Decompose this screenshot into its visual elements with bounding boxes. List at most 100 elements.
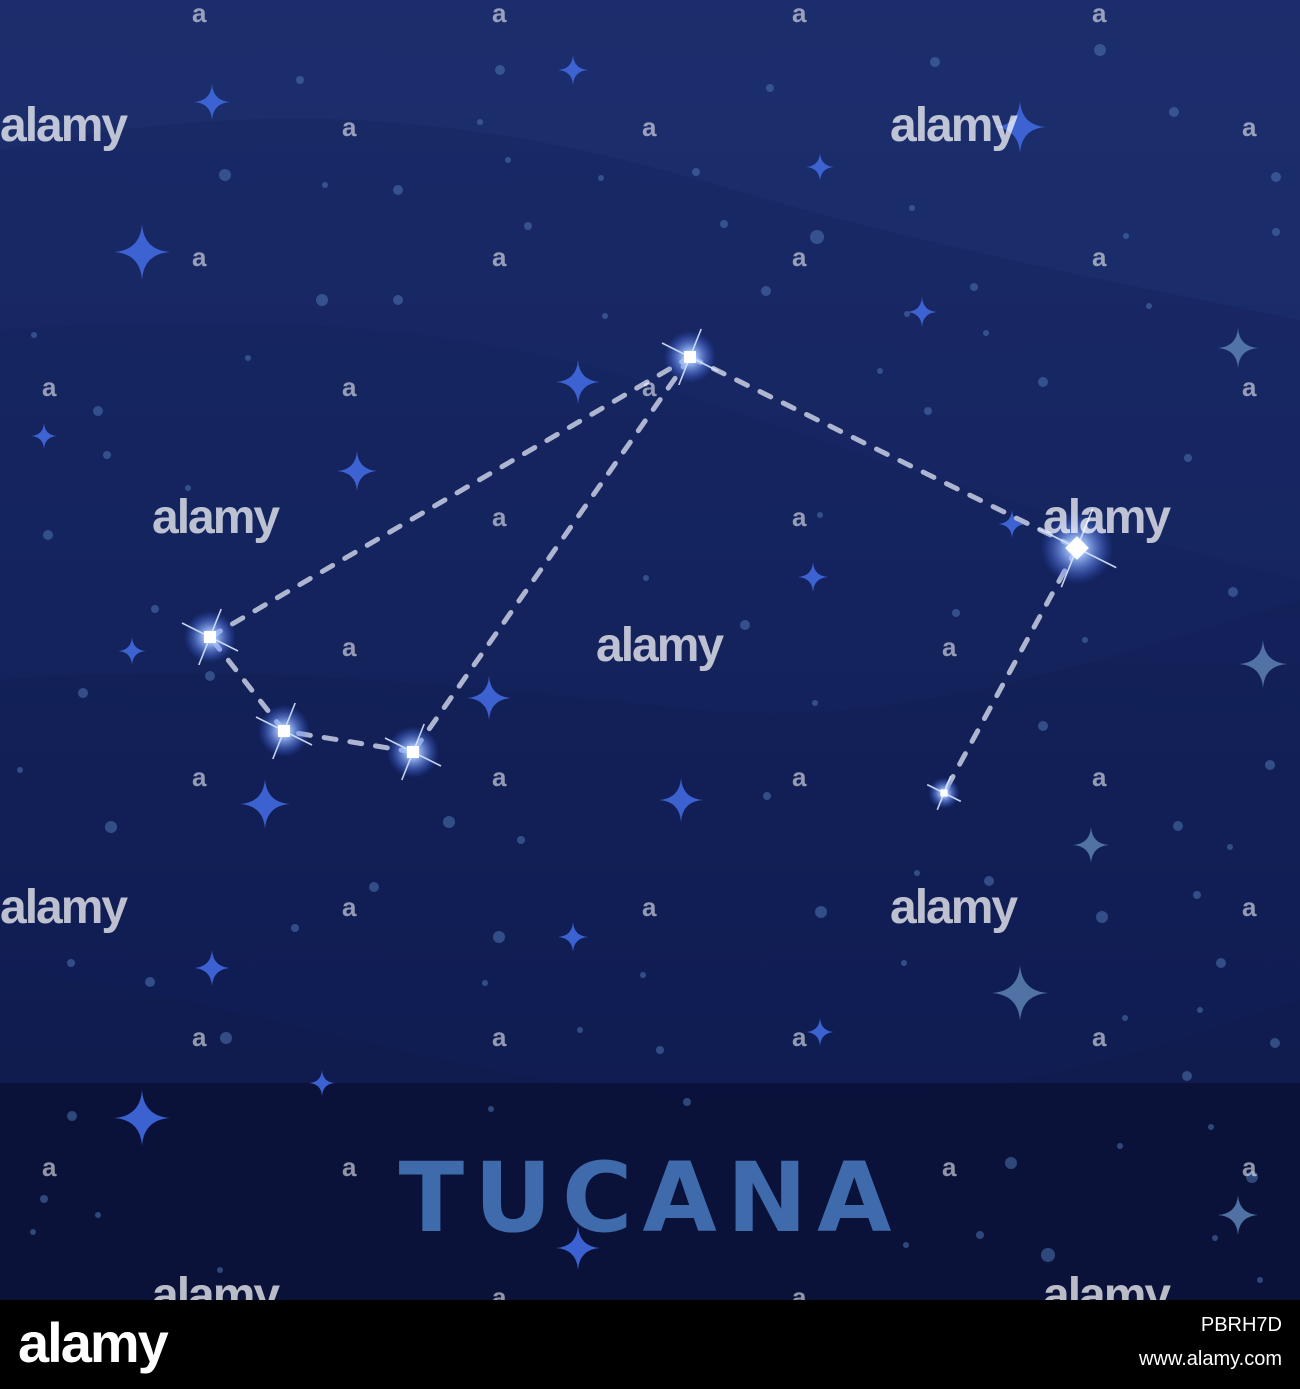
background-dot [1193,891,1201,899]
background-dot [983,330,989,336]
constellation-star [940,789,948,797]
background-dot [1184,454,1192,462]
background-dot [296,76,304,84]
constellation-star [407,746,419,758]
background-dot [17,767,23,773]
constellation-line [207,634,287,734]
background-dot [31,332,37,338]
background-sparkle [556,1226,600,1270]
background-sparkle [806,1018,834,1046]
watermark-text: alamy [0,881,128,934]
background-dot [495,65,505,75]
background-dot [976,1231,984,1239]
watermark-mark: a [1242,372,1257,402]
background-dot [103,451,111,459]
title-band [0,1083,1300,1300]
watermark-mark: a [492,1022,507,1052]
watermark-mark: a [1092,0,1107,28]
background-dot [67,959,75,967]
background-dot [40,1195,48,1203]
background-dot [219,169,231,181]
background-dot [393,295,403,305]
watermark-mark: a [792,1282,807,1300]
background-dot [761,286,771,296]
background-dot [1197,1007,1203,1013]
background-sparkle [31,423,57,449]
background-dot [482,980,488,986]
background-dot [1265,760,1275,770]
background-dot [67,1111,77,1121]
constellation-star [684,351,696,363]
sky-wave [0,322,1300,714]
background-dot [95,1212,101,1218]
constellation-star [1065,536,1089,560]
watermark-mark: a [192,1022,207,1052]
watermark-mark: a [792,242,807,272]
constellation-stars [181,328,1117,811]
background-dot [810,230,824,244]
background-dot [602,313,608,319]
background-dot [640,972,646,978]
watermark-text: alamy [890,881,1018,934]
background-dot [1227,844,1233,850]
background-dot [656,1046,664,1054]
background-dot [909,205,915,211]
watermark-mark: a [792,762,807,792]
background-dot [766,84,774,92]
background-dot [517,836,525,844]
watermark-mark: a [642,112,657,142]
background-dot [1212,1235,1218,1241]
background-dot [1094,44,1106,56]
background-dot [105,821,117,833]
sky-wave [0,600,1300,1104]
background-dot [1173,821,1183,831]
footer-logo: alamy [18,1311,169,1374]
watermark-mark: a [192,762,207,792]
background-dot [903,1242,909,1248]
background-sparkle [114,224,170,280]
background-dot [30,1229,36,1235]
watermark-mark: a [642,372,657,402]
watermark-mark: a [1242,112,1257,142]
background-dot [443,816,455,828]
background-sparkle [992,965,1048,1021]
image-id: PBRH7D [1200,1314,1282,1336]
background-sparkle [240,779,290,829]
site-url: www.alamy.com [1139,1348,1282,1370]
background-sparkle [309,1070,335,1096]
background-dot [1208,1124,1214,1130]
watermark-mark: a [492,502,507,532]
background-dot [493,931,505,943]
watermark-mark: a [342,1152,357,1182]
background-dot [763,792,771,800]
footer-bar: alamy PBRH7D www.alamy.com [0,1300,1300,1389]
background-dot [291,924,299,932]
background-sparkle [194,950,230,986]
background-dot [151,605,159,613]
background-dot [1271,172,1281,182]
background-dot [577,1027,583,1033]
background-dot [1123,233,1129,239]
background-dot [970,283,978,291]
background-sparkle [806,153,834,181]
background-dot [393,185,403,195]
background-dot [1038,721,1048,731]
background-dot [217,1267,223,1273]
background-dot [205,671,215,681]
watermark-mark: a [1092,1022,1107,1052]
background-sparkle [998,510,1026,538]
sky-svg [0,0,1300,1300]
watermark-mark: a [792,0,807,28]
background-dot [683,1098,691,1106]
background-dot [1117,1143,1123,1149]
background-dot [720,220,728,228]
watermark-mark: a [492,1282,507,1300]
watermark-mark: a [1242,1152,1257,1182]
background-dot [1038,377,1048,387]
background-sparkle [114,1090,170,1146]
background-dot [505,157,511,163]
background-sparkle [659,778,703,822]
watermark-mark: a [342,892,357,922]
background-sparkle [1073,827,1109,863]
background-dot [877,368,883,374]
